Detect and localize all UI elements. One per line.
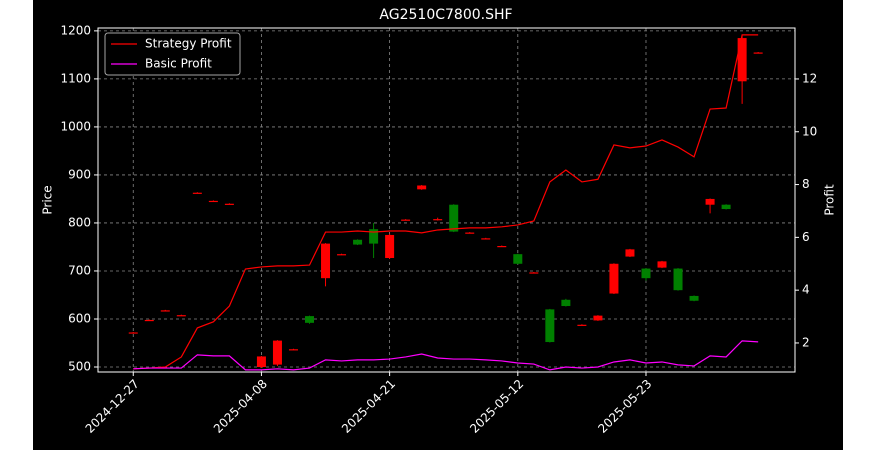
y-tick-label: 1000 [60,119,91,133]
legend-box [104,32,241,76]
chart-title: AG2510C7800.SHF [379,7,512,23]
y2-axis-label: Profit [823,184,837,216]
candle-body [401,219,411,221]
candle-body [465,232,475,234]
y-axis-label: Price [41,185,55,214]
candle-body [609,263,619,294]
candle-body [160,310,170,312]
plot-frame [97,27,796,373]
candle-body [353,239,363,245]
profit-line [133,340,759,371]
candle-body [272,340,282,365]
profit-line [133,34,759,370]
candle-body [721,204,731,210]
candle-body [529,272,539,274]
candle-body [641,268,651,279]
y-tick-label: 1100 [60,71,91,85]
candle-body [305,316,315,323]
candle-body [208,200,218,203]
y-tick-label: 900 [68,167,91,181]
candle-body [753,52,763,54]
y-tick-label: 800 [68,215,91,229]
y-tick-label: 500 [68,360,91,374]
candle-body [481,238,491,240]
y2-tick-label: 4 [802,283,810,297]
candle-body [625,249,635,257]
y2-tick-label: 2 [802,335,810,349]
candle-body [545,309,555,343]
candle-body [449,204,459,232]
candle-body [224,203,234,205]
candle-body [737,38,747,82]
y-tick-label: 700 [68,263,91,277]
y-tick-label: 600 [68,311,91,325]
candle-body [256,356,266,368]
candle-body [705,198,715,205]
candle-body [385,234,395,259]
candle-body [673,268,683,291]
candle-body [593,315,603,321]
y2-tick-label: 10 [802,124,817,138]
candle-body [497,246,507,248]
legend-label: Basic Profit [145,57,212,71]
candle-body [513,254,523,264]
candle-body [369,229,379,244]
candle-body [657,261,667,268]
candle-body [561,299,571,307]
candle-body [577,324,587,326]
y2-tick-label: 12 [802,71,817,85]
y2-tick-label: 8 [802,177,810,191]
candle-body [337,254,347,256]
candle-body [176,315,186,317]
legend-label: Strategy Profit [145,37,232,51]
candle-body [689,295,699,301]
candle-body [417,185,427,190]
candle-body [433,219,443,221]
y-tick-label: 1200 [60,23,91,37]
candle-body [288,349,298,351]
candle-body [144,319,154,322]
candle-body [192,192,202,194]
candle-body [321,243,331,279]
candle-body [128,332,138,334]
y2-tick-label: 6 [802,230,810,244]
